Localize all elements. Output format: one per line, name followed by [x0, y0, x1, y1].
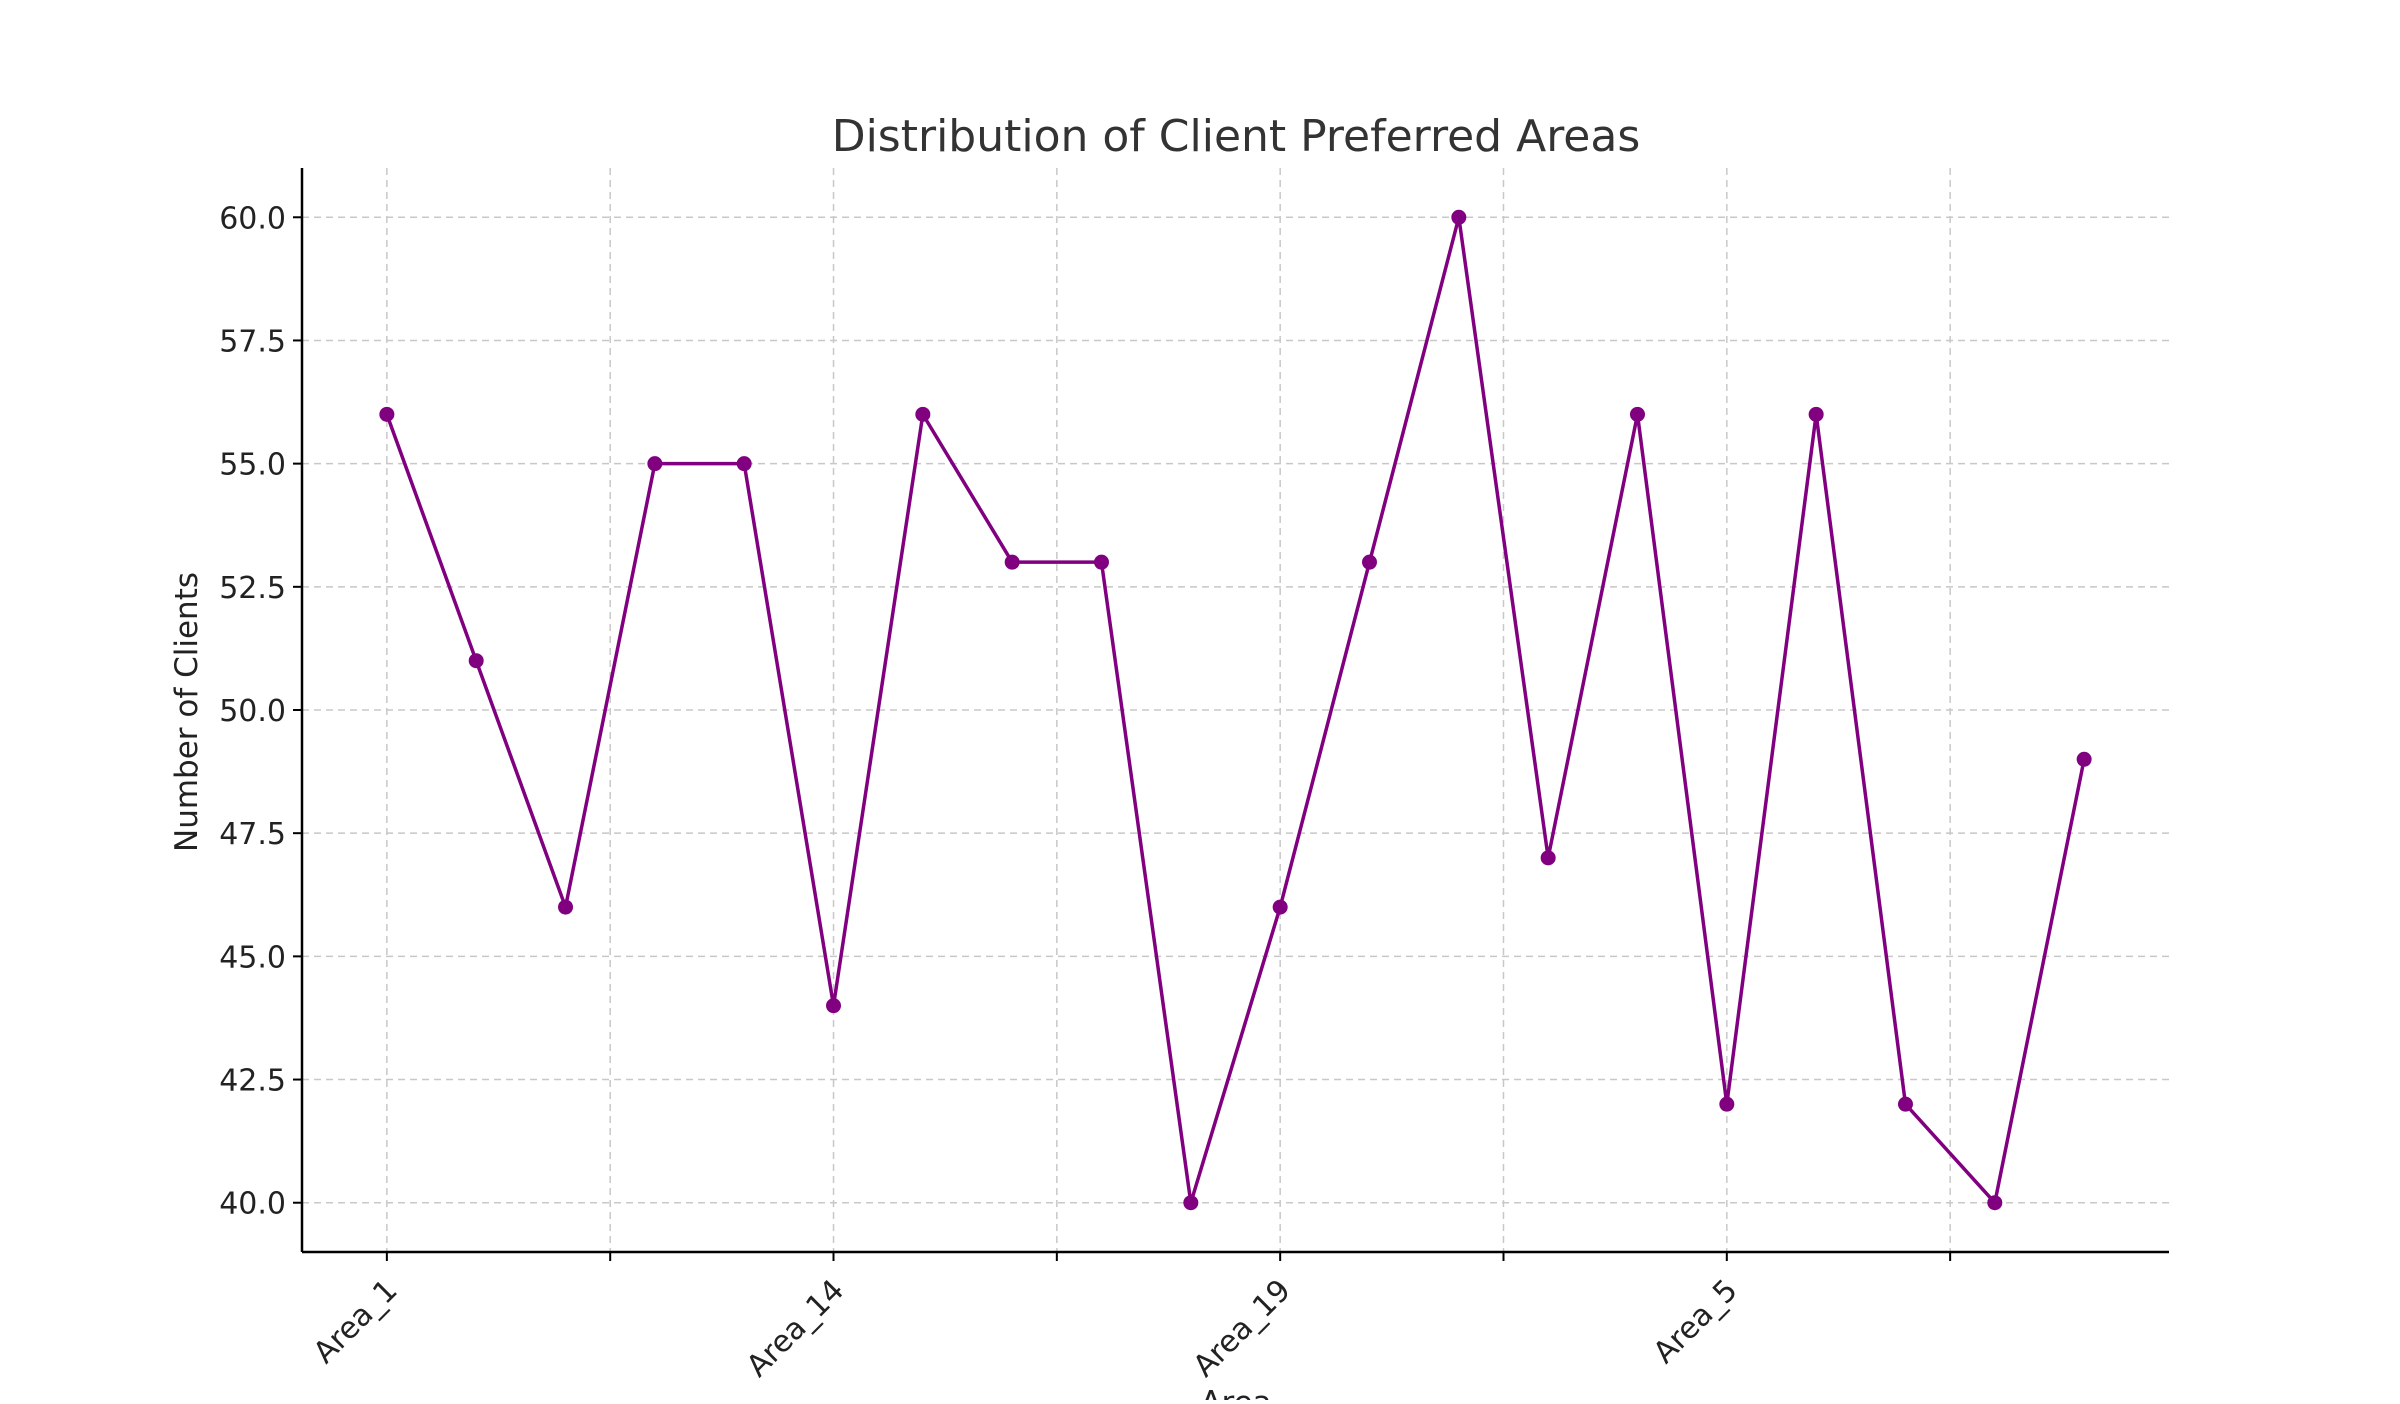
data-point [1272, 899, 1288, 915]
data-point [1094, 554, 1110, 570]
x-tick-label: Area_19 [1187, 1273, 1298, 1384]
y-tick-label: 47.5 [219, 817, 286, 852]
data-point [1987, 1195, 2003, 1211]
y-tick-label: 50.0 [219, 694, 286, 729]
data-point [1540, 850, 1556, 866]
y-tick-label: 55.0 [219, 448, 286, 483]
series-line [385, 215, 2086, 1205]
data-point [647, 456, 663, 472]
x-axis-label: Area [1200, 1385, 1271, 1400]
y-tick-label: 45.0 [219, 940, 286, 975]
data-point [379, 406, 395, 422]
y-tick-label: 57.5 [219, 324, 286, 359]
grid [302, 168, 2169, 1252]
data-point [468, 653, 484, 669]
series [379, 209, 2092, 1211]
data-point [1451, 209, 1467, 225]
y-tick-label: 40.0 [219, 1187, 286, 1222]
data-point [915, 406, 931, 422]
data-point [1183, 1195, 1199, 1211]
data-point [1004, 554, 1020, 570]
chart-title: Distribution of Client Preferred Areas [832, 111, 1641, 162]
x-tick-label: Area_1 [307, 1273, 405, 1371]
data-point [736, 456, 752, 472]
y-tick-label: 42.5 [219, 1064, 286, 1099]
y-axis-label: Number of Clients [169, 572, 205, 852]
data-point [558, 899, 574, 915]
y-tick-label: 60.0 [219, 201, 286, 236]
data-point [1629, 406, 1645, 422]
data-point [1361, 554, 1377, 570]
data-point [826, 998, 842, 1014]
ticks: 40.0 42.5 45.0 47.5 50.0 52.5 55.0 57.5 60.0 Area… [219, 201, 1952, 1384]
data-point [2076, 751, 2092, 767]
data-point [1808, 406, 1824, 422]
x-tick-label: Area_14 [740, 1273, 851, 1384]
data-point [1719, 1096, 1735, 1112]
data-point [1897, 1096, 1913, 1112]
x-tick-label: Area_5 [1647, 1273, 1745, 1371]
y-tick-label: 52.5 [219, 571, 286, 606]
